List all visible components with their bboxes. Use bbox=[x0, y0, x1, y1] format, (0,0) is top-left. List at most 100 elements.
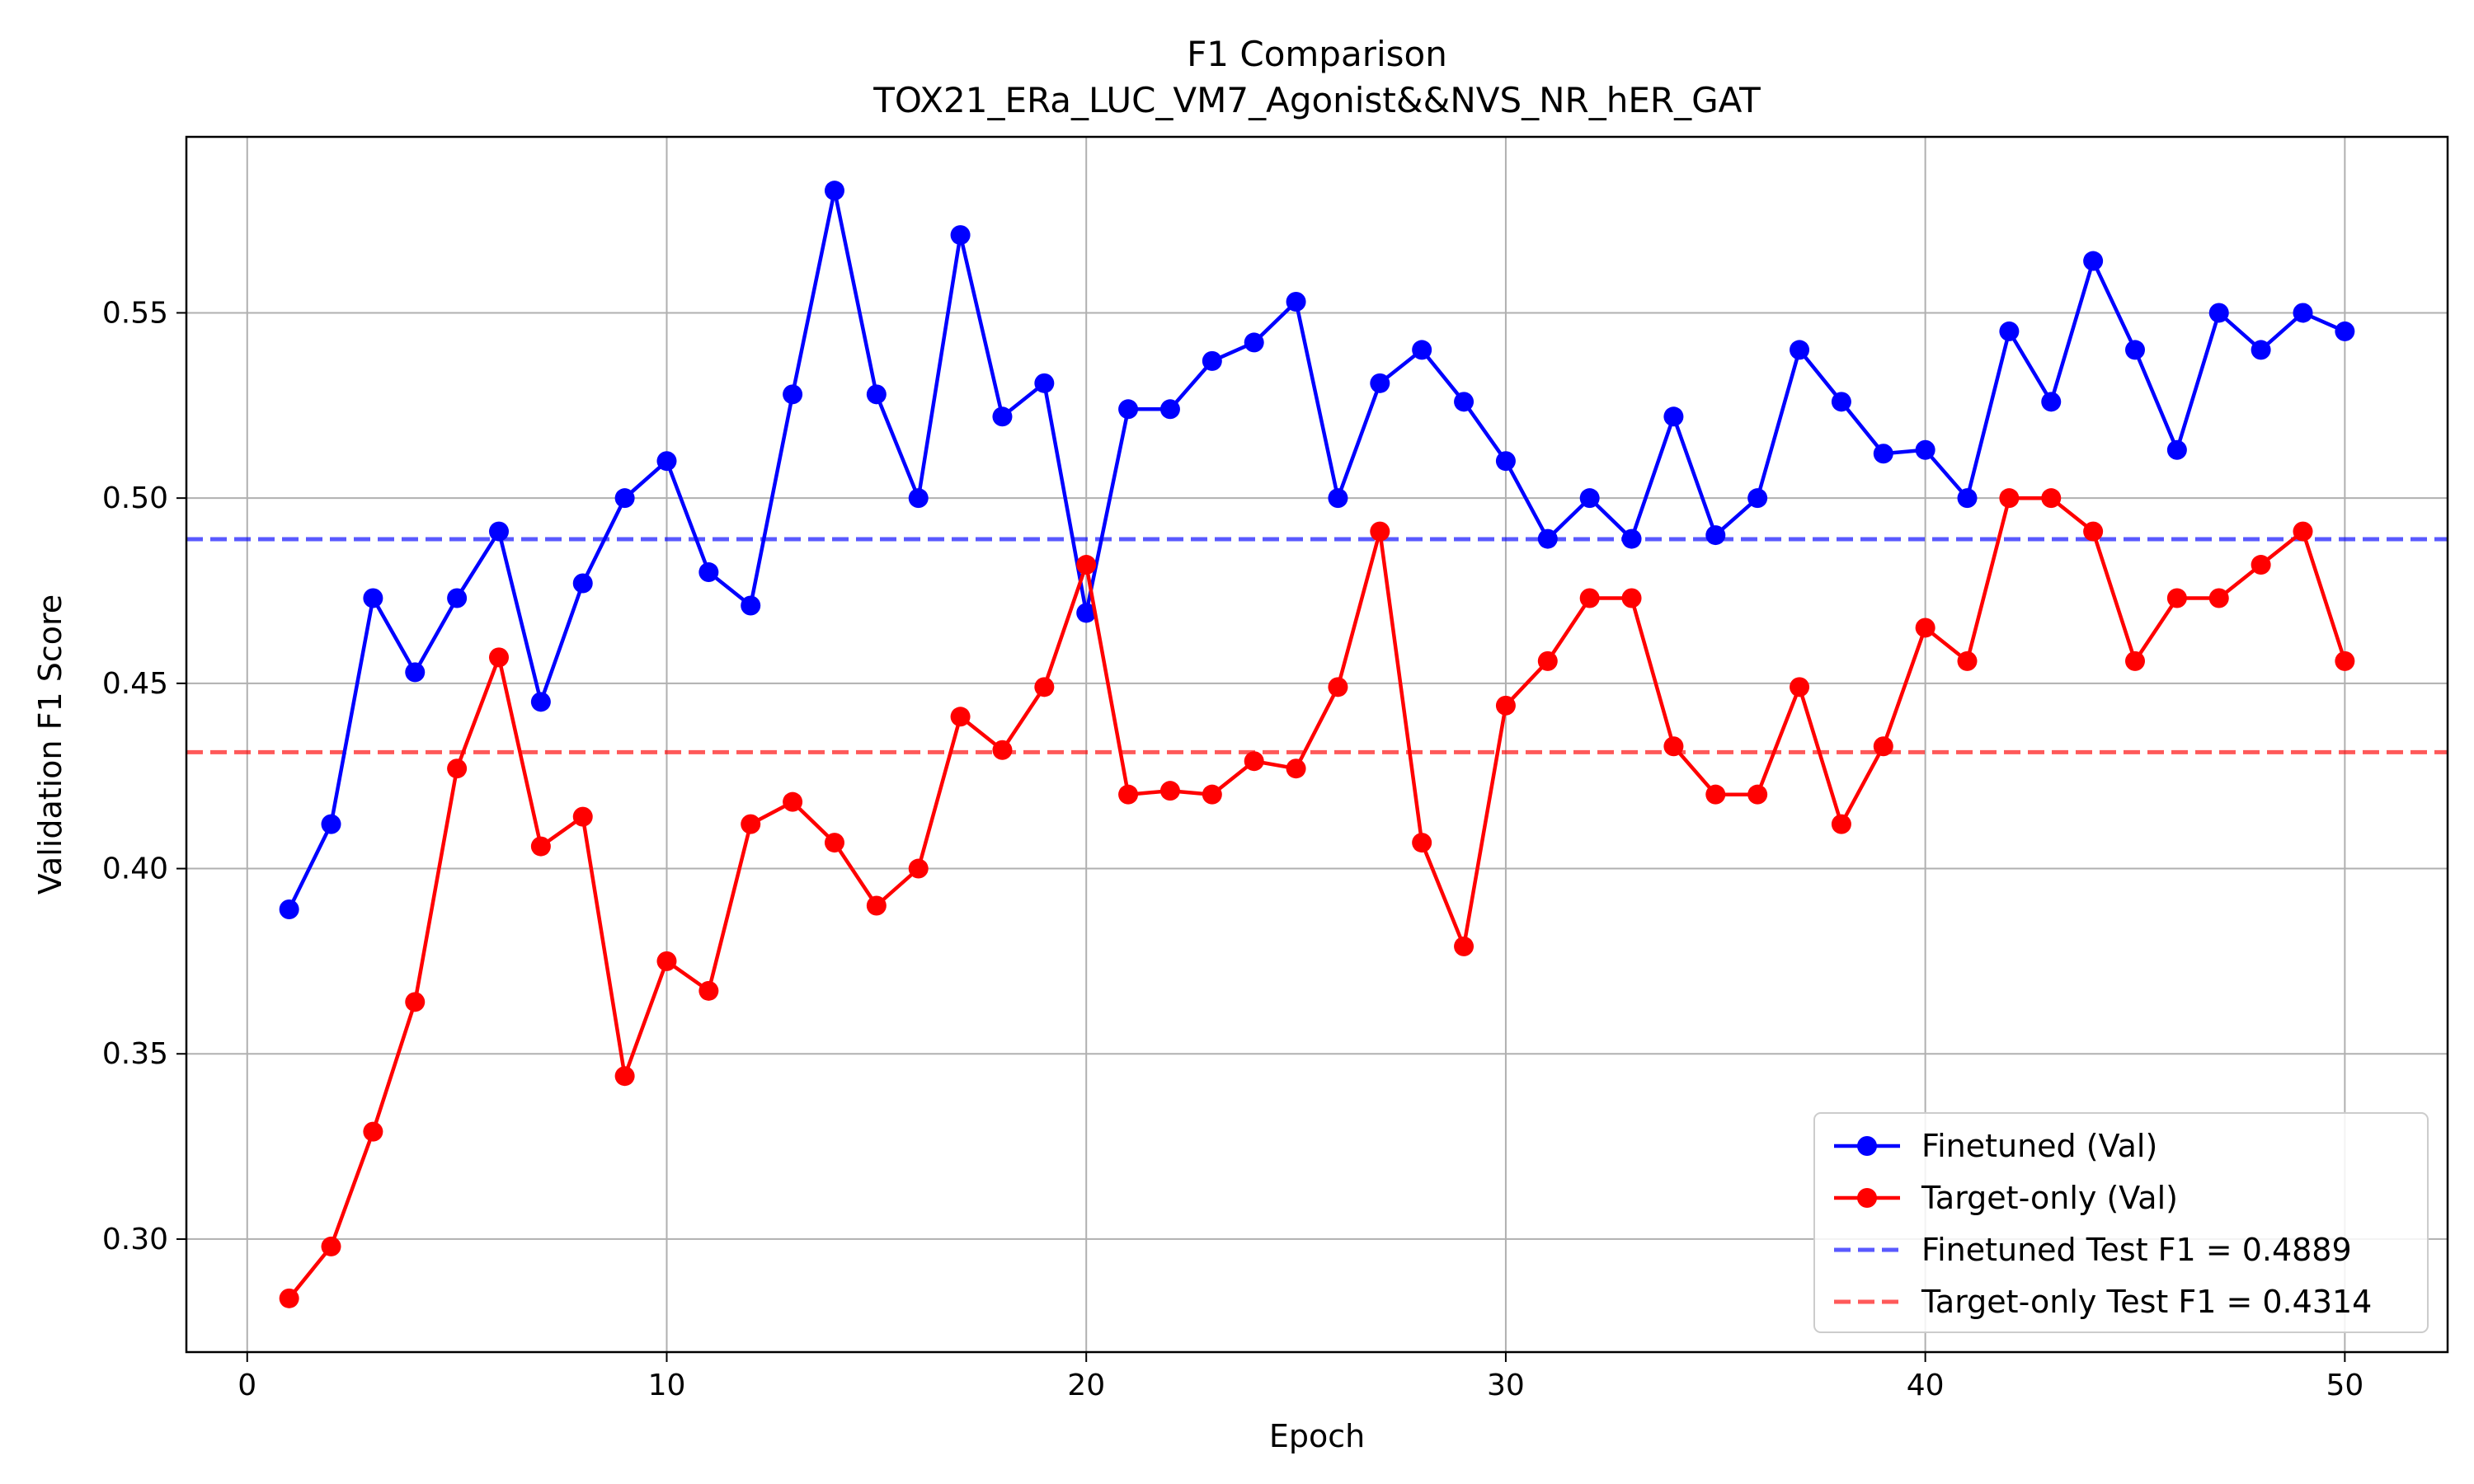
data-point bbox=[1118, 784, 1139, 805]
x-axis-ticks: 0 10 20 30 40 50 bbox=[238, 1352, 2363, 1402]
legend-swatch-marker bbox=[1857, 1188, 1877, 1208]
data-point bbox=[2208, 303, 2229, 323]
data-point bbox=[1537, 650, 1558, 671]
data-point bbox=[572, 806, 593, 827]
data-point bbox=[2251, 340, 2271, 360]
data-point bbox=[1328, 488, 1348, 509]
data-point bbox=[279, 1288, 299, 1308]
data-point bbox=[488, 521, 509, 542]
y-tick-label: 0.35 bbox=[102, 1037, 168, 1071]
data-point bbox=[1663, 736, 1684, 757]
data-point bbox=[2083, 521, 2104, 542]
data-point bbox=[321, 1236, 341, 1256]
legend-label: Target-only (Val) bbox=[1921, 1180, 2178, 1216]
data-point bbox=[1328, 677, 1348, 697]
data-point bbox=[614, 488, 635, 509]
x-axis-label: Epoch bbox=[1269, 1418, 1365, 1454]
data-point bbox=[908, 858, 929, 879]
data-point bbox=[488, 647, 509, 668]
data-point bbox=[2041, 488, 2062, 509]
x-tick-label: 0 bbox=[238, 1369, 256, 1402]
data-point bbox=[824, 833, 844, 853]
data-point bbox=[656, 451, 677, 472]
data-point bbox=[1705, 784, 1726, 805]
data-point bbox=[1790, 340, 1810, 360]
data-point bbox=[698, 562, 719, 583]
data-point bbox=[447, 588, 468, 608]
y-tick-label: 0.30 bbox=[102, 1223, 168, 1256]
data-point bbox=[1747, 488, 1768, 509]
data-point bbox=[1244, 332, 1264, 353]
reference-lines bbox=[186, 537, 2448, 754]
data-point bbox=[824, 181, 844, 201]
data-point bbox=[1454, 392, 1475, 412]
data-point bbox=[1412, 340, 1432, 360]
data-point bbox=[614, 1066, 635, 1087]
data-point bbox=[1663, 406, 1684, 427]
data-point bbox=[2335, 321, 2355, 341]
data-point bbox=[992, 740, 1013, 760]
data-point bbox=[1412, 833, 1432, 853]
data-point bbox=[656, 951, 677, 971]
data-point bbox=[2166, 439, 2187, 460]
data-point bbox=[741, 814, 761, 834]
data-point bbox=[1915, 439, 1935, 460]
data-point bbox=[908, 488, 929, 509]
data-point bbox=[1495, 695, 1516, 716]
y-tick-label: 0.55 bbox=[102, 296, 168, 330]
data-point bbox=[321, 814, 341, 834]
data-point bbox=[866, 384, 887, 405]
data-point bbox=[1873, 444, 1893, 464]
data-point bbox=[1202, 784, 1222, 805]
data-point bbox=[783, 791, 803, 812]
data-point bbox=[530, 836, 551, 857]
data-point bbox=[950, 707, 971, 727]
series-line bbox=[287, 495, 2347, 1300]
data-point bbox=[1957, 650, 1978, 671]
data-point bbox=[1159, 399, 1180, 420]
data-point bbox=[405, 992, 426, 1012]
data-point bbox=[1034, 373, 1055, 393]
data-point bbox=[1579, 588, 1600, 608]
data-point bbox=[2251, 555, 2271, 575]
data-point bbox=[1034, 677, 1055, 697]
data-point bbox=[2208, 588, 2229, 608]
data-point bbox=[1831, 392, 1851, 412]
data-point bbox=[2125, 340, 2146, 360]
y-tick-label: 0.45 bbox=[102, 667, 168, 701]
plot-frame bbox=[185, 135, 2449, 1354]
x-tick-label: 10 bbox=[648, 1369, 686, 1402]
data-point bbox=[1831, 814, 1851, 834]
data-point bbox=[1370, 373, 1390, 393]
data-point bbox=[1076, 603, 1097, 623]
legend-swatch-marker bbox=[1857, 1136, 1877, 1156]
data-point bbox=[572, 573, 593, 594]
data-point bbox=[1957, 488, 1978, 509]
data-point bbox=[1244, 751, 1264, 772]
data-point bbox=[405, 662, 426, 683]
x-tick-label: 20 bbox=[1067, 1369, 1105, 1402]
x-tick-label: 40 bbox=[1907, 1369, 1945, 1402]
data-point bbox=[1370, 521, 1390, 542]
data-point bbox=[698, 980, 719, 1001]
data-point bbox=[1202, 350, 1222, 371]
legend-box bbox=[1813, 1112, 2429, 1333]
y-axis-label: Validation F1 Score bbox=[32, 594, 68, 895]
data-point bbox=[992, 406, 1013, 427]
legend-label: Target-only Test F1 = 0.4314 bbox=[1921, 1284, 2372, 1320]
data-point bbox=[2041, 392, 2062, 412]
data-point bbox=[2083, 251, 2104, 271]
x-tick-label: 50 bbox=[2326, 1369, 2363, 1402]
data-point bbox=[783, 384, 803, 405]
legend: Finetuned (Val) Target-only (Val) Finetune… bbox=[1813, 1112, 2429, 1333]
y-tick-label: 0.50 bbox=[102, 481, 168, 515]
data-point bbox=[1118, 399, 1139, 420]
data-point bbox=[1790, 677, 1810, 697]
data-point bbox=[1747, 784, 1768, 805]
data-point bbox=[1873, 736, 1893, 757]
legend-label: Finetuned Test F1 = 0.4889 bbox=[1921, 1232, 2352, 1268]
data-point bbox=[279, 899, 299, 919]
data-point bbox=[1621, 528, 1642, 549]
data-point bbox=[1999, 321, 2020, 341]
